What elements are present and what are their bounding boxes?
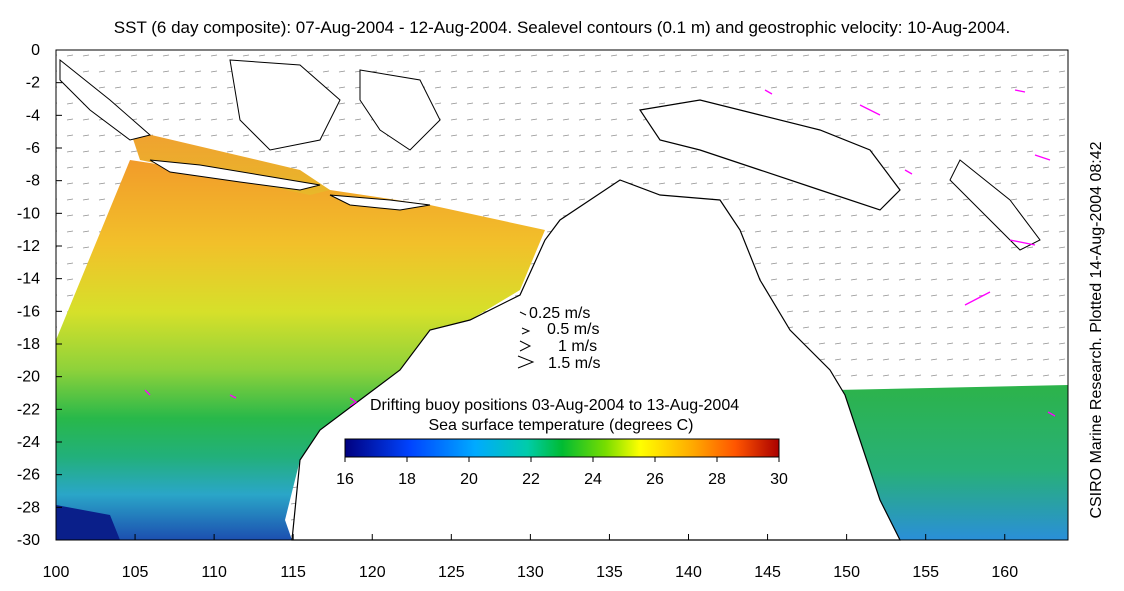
y-tick-label: -10 bbox=[17, 205, 40, 222]
new-guinea-landmass bbox=[638, 99, 901, 211]
y-tick-label: -28 bbox=[17, 499, 40, 516]
velocity-key-label-2: 1 m/s bbox=[558, 338, 597, 355]
colorbar-tick-label: 18 bbox=[398, 471, 416, 488]
x-tick-label: 125 bbox=[438, 564, 465, 581]
y-tick-label: -22 bbox=[17, 401, 40, 418]
sulawesi-landmass bbox=[359, 69, 441, 151]
y-tick-label: -18 bbox=[17, 336, 40, 353]
x-tick-label: 160 bbox=[991, 564, 1018, 581]
colorbar: Sea surface temperature (degrees C) 16 18… bbox=[336, 417, 788, 488]
y-tick-label: -8 bbox=[26, 173, 40, 190]
buoy-marker bbox=[1047, 411, 1056, 417]
buoy-marker bbox=[1034, 154, 1051, 161]
colorbar-ticks: 16 18 20 22 24 26 28 30 bbox=[336, 457, 788, 488]
velocity-key-arrow-0 bbox=[519, 311, 527, 316]
x-tick-label: 115 bbox=[280, 564, 306, 581]
colorbar-gradient bbox=[344, 438, 780, 458]
buoy-tracks bbox=[144, 89, 1056, 417]
y-tick-label: -30 bbox=[17, 532, 40, 549]
buoy-legend-marker bbox=[349, 397, 358, 407]
y-tick-label: -14 bbox=[17, 271, 40, 288]
axis-frame bbox=[55, 49, 1069, 541]
y-tick-label: -12 bbox=[17, 238, 40, 255]
colorbar-tick-label: 22 bbox=[522, 471, 540, 488]
x-tick-label: 135 bbox=[596, 564, 623, 581]
buoy-marker bbox=[904, 169, 913, 175]
y-tick-label: -4 bbox=[26, 107, 40, 124]
velocity-key-label-1: 0.5 m/s bbox=[547, 321, 599, 338]
buoy-legend-label: Drifting buoy positions 03-Aug-2004 to 1… bbox=[370, 397, 739, 414]
y-tick-label: -16 bbox=[17, 303, 40, 320]
colorbar-tick-label: 26 bbox=[646, 471, 664, 488]
colorbar-title: Sea surface temperature (degrees C) bbox=[428, 417, 693, 434]
buoy-legend: Drifting buoy positions 03-Aug-2004 to 1… bbox=[349, 397, 739, 414]
x-tick-label: 140 bbox=[675, 564, 702, 581]
velocity-key: 0.25 m/s 0.5 m/s 1 m/s 1.5 m/s bbox=[517, 305, 600, 372]
lesser-sunda-islands bbox=[329, 194, 431, 211]
x-tick-label: 100 bbox=[43, 564, 70, 581]
java-island bbox=[149, 159, 321, 191]
colorbar-tick-label: 16 bbox=[336, 471, 354, 488]
buoy-marker bbox=[144, 389, 151, 396]
velocity-key-label-0: 0.25 m/s bbox=[529, 305, 590, 322]
buoy-marker bbox=[764, 89, 773, 95]
x-axis: 100 105 110 115 120 125 130 135 140 145 150 155 160 bbox=[43, 534, 1018, 581]
colorbar-tick-label: 28 bbox=[708, 471, 726, 488]
y-axis: 0 -2 -4 -6 -8 -10 -12 -14 -16 -18 -20 -22 -24 -26 -28 -… bbox=[17, 42, 62, 549]
colorbar-tick-label: 24 bbox=[584, 471, 602, 488]
solomon-islands bbox=[949, 159, 1041, 251]
y-tick-label: -26 bbox=[17, 467, 40, 484]
borneo-landmass bbox=[229, 59, 341, 151]
velocity-key-arrow-2 bbox=[519, 340, 532, 352]
sst-swath-west bbox=[56, 160, 545, 540]
buoy-marker bbox=[1014, 89, 1026, 93]
velocity-key-arrow-3 bbox=[517, 355, 535, 369]
x-tick-label: 155 bbox=[912, 564, 939, 581]
y-tick-label: -2 bbox=[26, 75, 40, 92]
buoy-marker bbox=[859, 104, 881, 116]
x-tick-label: 120 bbox=[359, 564, 386, 581]
buoy-marker bbox=[964, 291, 991, 306]
buoy-marker bbox=[1009, 239, 1036, 246]
x-tick-label: 130 bbox=[517, 564, 544, 581]
x-tick-label: 150 bbox=[833, 564, 860, 581]
buoy-marker bbox=[229, 394, 237, 399]
x-tick-label: 105 bbox=[122, 564, 149, 581]
y-tick-label: 0 bbox=[31, 42, 40, 59]
y-tick-label: -24 bbox=[17, 434, 40, 451]
sst-cold-patch bbox=[56, 505, 120, 540]
sumatra-landmass bbox=[59, 58, 152, 141]
y-tick-label: -6 bbox=[26, 140, 40, 157]
sst-swath-east bbox=[835, 385, 1068, 540]
x-tick-label: 145 bbox=[754, 564, 781, 581]
y-tick-label: -20 bbox=[17, 369, 40, 386]
velocity-key-label-3: 1.5 m/s bbox=[548, 355, 600, 372]
velocity-key-arrow-1 bbox=[521, 327, 531, 335]
colorbar-tick-label: 20 bbox=[460, 471, 478, 488]
map-title: SST (6 day composite): 07-Aug-2004 - 12-… bbox=[113, 18, 1011, 37]
colorbar-tick-label: 30 bbox=[770, 471, 788, 488]
x-tick-label: 110 bbox=[201, 564, 227, 581]
